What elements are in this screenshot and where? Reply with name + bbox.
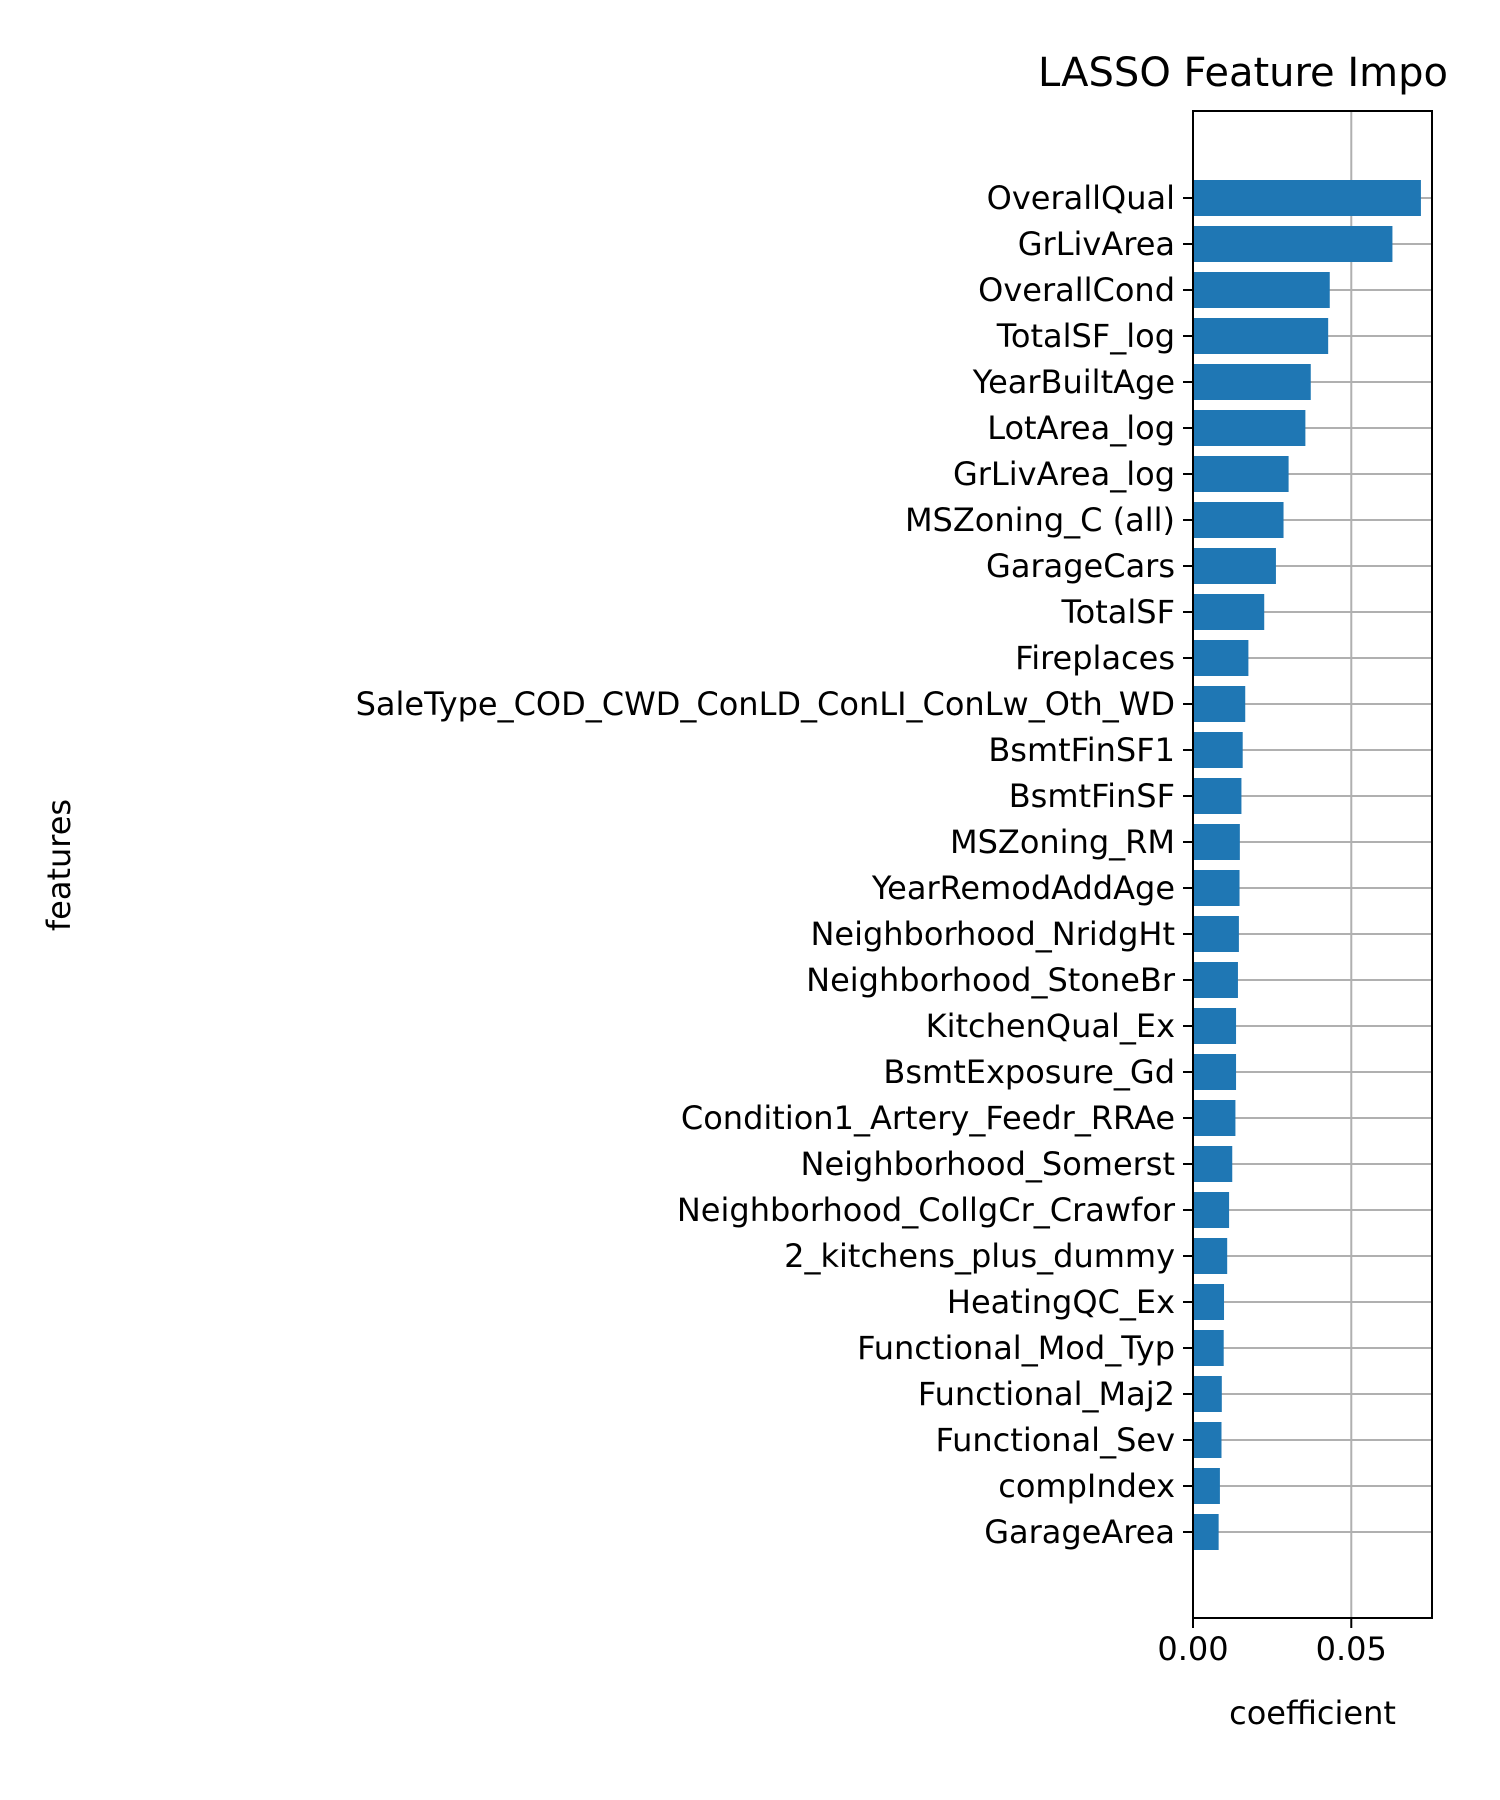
bar — [1193, 1146, 1233, 1182]
y-tick-label: BsmtExposure_Gd — [883, 1053, 1175, 1091]
bar — [1193, 410, 1306, 446]
bar — [1193, 1054, 1237, 1090]
y-tick-label: GarageArea — [984, 1513, 1175, 1551]
bar — [1193, 502, 1284, 538]
bar — [1193, 916, 1239, 952]
bar — [1193, 824, 1240, 860]
bar-layer — [1193, 180, 1421, 1550]
y-tick-label: Condition1_Artery_Feedr_RRAe — [681, 1099, 1175, 1137]
bar — [1193, 1422, 1222, 1458]
y-tick-label: BsmtFinSF — [1009, 777, 1175, 815]
y-tick-label: SaleType_COD_CWD_ConLD_ConLI_ConLw_Oth_W… — [356, 685, 1175, 723]
y-tick-label: YearRemodAddAge — [871, 869, 1175, 907]
y-tick-label: GrLivArea_log — [953, 455, 1175, 493]
y-tick-label: Functional_Mod_Typ — [857, 1329, 1175, 1367]
bar — [1193, 1376, 1222, 1412]
bar — [1193, 870, 1240, 906]
tick-layer: OverallQual GrLivArea OverallCond TotalSF_l… — [356, 179, 1387, 1668]
y-tick-label: HeatingQC_Ex — [947, 1283, 1175, 1321]
bar — [1193, 318, 1329, 354]
bar — [1193, 226, 1393, 262]
axes-frame — [1192, 110, 1433, 1619]
y-tick-label: MSZoning_C (all) — [905, 501, 1175, 539]
chart-title: LASSO Feature Impo — [1038, 50, 1448, 96]
bar — [1193, 732, 1243, 768]
bar — [1193, 1238, 1228, 1274]
bar — [1193, 1008, 1237, 1044]
y-tick-label: MSZoning_RM — [950, 823, 1175, 861]
y-tick-label: Functional_Sev — [935, 1421, 1175, 1459]
bar — [1193, 364, 1311, 400]
y-tick-label: TotalSF — [1061, 593, 1175, 631]
y-tick-label: compIndex — [998, 1467, 1175, 1505]
bar — [1193, 594, 1265, 630]
bar — [1193, 1468, 1220, 1504]
x-tick-label: 0.00 — [1157, 1630, 1228, 1668]
y-tick-label: Neighborhood_CollgCr_Crawfor — [677, 1191, 1176, 1229]
x-axis-label: coefficient — [1229, 1694, 1396, 1732]
bar — [1193, 1284, 1225, 1320]
y-tick-label: TotalSF_log — [996, 317, 1175, 355]
bar — [1193, 640, 1249, 676]
y-tick-label: GrLivArea — [1018, 225, 1175, 263]
bar — [1193, 1330, 1224, 1366]
y-tick-label: YearBuiltAge — [972, 363, 1175, 401]
bar — [1193, 548, 1276, 584]
y-tick-label: Neighborhood_Somerst — [801, 1145, 1175, 1183]
y-tick-label: OverallQual — [987, 179, 1175, 217]
bar — [1193, 456, 1289, 492]
bar — [1193, 180, 1421, 216]
bar — [1193, 1192, 1230, 1228]
bar — [1193, 686, 1246, 722]
y-tick-label: OverallCond — [978, 271, 1175, 309]
y-tick-label: Functional_Maj2 — [918, 1375, 1175, 1413]
y-axis-label: features — [40, 799, 78, 931]
y-tick-label: BsmtFinSF1 — [988, 731, 1175, 769]
y-tick-label: 2_kitchens_plus_dummy — [784, 1237, 1175, 1275]
y-tick-label: LotArea_log — [987, 409, 1175, 447]
bar — [1193, 272, 1330, 308]
x-tick-label: 0.05 — [1316, 1630, 1387, 1668]
bar — [1193, 1100, 1236, 1136]
bar — [1193, 962, 1238, 998]
y-tick-label: Neighborhood_NridgHt — [810, 915, 1175, 953]
bar — [1193, 778, 1242, 814]
y-tick-label: Neighborhood_StoneBr — [806, 961, 1176, 999]
bar — [1193, 1514, 1219, 1550]
y-tick-label: GarageCars — [986, 547, 1175, 585]
y-tick-label: Fireplaces — [1015, 639, 1175, 677]
y-tick-label: KitchenQual_Ex — [926, 1007, 1175, 1045]
